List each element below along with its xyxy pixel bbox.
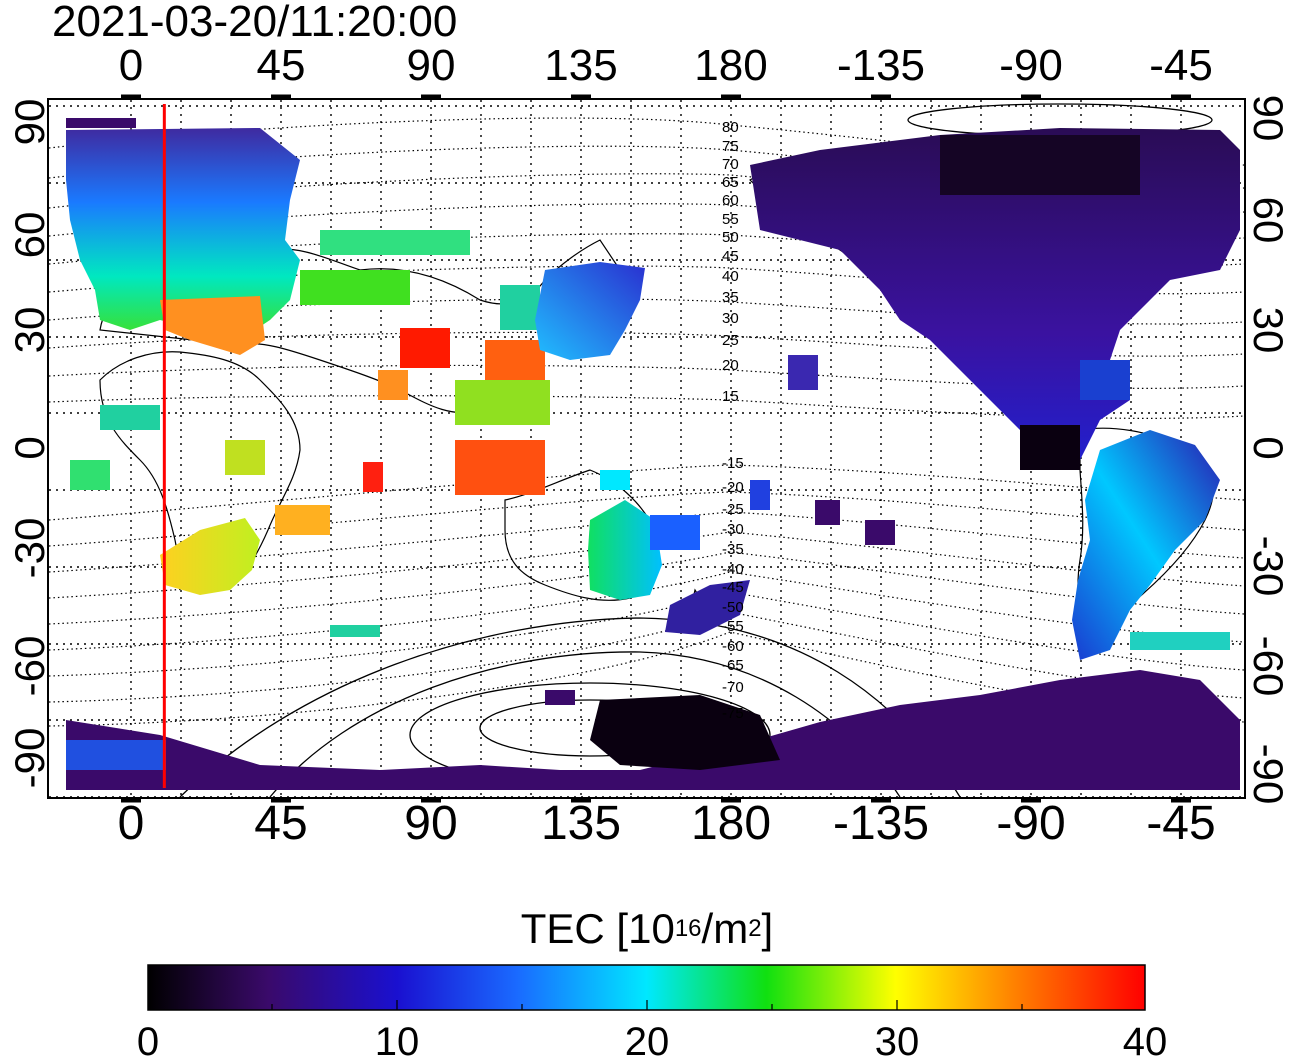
colorbar-tick-label: 30 (874, 1020, 920, 1064)
mlat-label: -70 (722, 679, 744, 696)
tec-patch (70, 460, 110, 490)
lon-tick-top: 180 (694, 41, 768, 90)
tec-patch (788, 355, 818, 390)
mlat-label: -15 (722, 455, 744, 472)
lon-tick-top: -90 (999, 41, 1063, 90)
tec-patch-antarctica (66, 670, 1240, 790)
mlat-label: -25 (722, 501, 744, 518)
mlat-label: -35 (722, 541, 744, 558)
lon-tick-top: 45 (256, 41, 306, 90)
mlat-label: 50 (722, 229, 739, 246)
colorbar-title: TEC [1016/m2] (0, 904, 1294, 954)
mlat-label: 65 (722, 174, 739, 191)
tec-patch-japan (535, 262, 645, 360)
colorbar-title-exponent: 16 (674, 915, 702, 942)
tec-patch-australia (588, 500, 662, 600)
tec-patch (275, 505, 330, 535)
mlat-label: 70 (722, 156, 739, 173)
tec-patch (650, 515, 700, 550)
tec-patch (455, 440, 545, 495)
tec-patch (1130, 632, 1230, 650)
tec-patch (400, 328, 450, 368)
tec-patch (378, 370, 408, 400)
tec-patch (600, 470, 630, 490)
mlat-label: -40 (722, 561, 744, 578)
lon-tick-bottom: -90 (996, 797, 1066, 850)
tec-patch-mediterranean (160, 296, 265, 355)
mlat-label: -45 (722, 579, 744, 596)
colorbar-ticks (271, 1000, 1023, 1010)
tec-patch-nz (665, 580, 750, 635)
colorbar-title-unit: /m (701, 905, 749, 952)
tec-patch (300, 270, 410, 305)
mlat-label: 15 (722, 388, 739, 405)
lon-tick-bottom: 0 (117, 797, 145, 850)
lon-tick-top: 135 (544, 41, 618, 90)
mlat-labels: 80 75 70 65 60 55 50 45 40 35 30 25 20 1… (722, 119, 744, 722)
lon-tick-bottom: 90 (404, 797, 458, 850)
tec-patch (66, 118, 136, 128)
tec-patch (1080, 360, 1130, 400)
tec-patch (545, 690, 575, 705)
tec-patch (66, 740, 166, 770)
tec-patch (485, 340, 545, 380)
mlat-label: -30 (722, 521, 744, 538)
tec-patch-south-africa (160, 518, 260, 595)
mlat-label: -55 (722, 618, 744, 635)
tec-patch (815, 500, 840, 525)
mlat-label: 45 (722, 248, 739, 265)
tec-patch (330, 625, 380, 637)
lon-tick-bottom: -45 (1146, 797, 1216, 850)
tec-patch (940, 135, 1140, 195)
colorbar-tick-label: 40 (1122, 1020, 1168, 1064)
tec-patch (1020, 425, 1080, 470)
mlat-label: 75 (722, 138, 739, 155)
mlat-label: -65 (722, 657, 744, 674)
timestamp-title: 2021-03-20/11:20:00 (52, 0, 458, 46)
lon-tick-bottom: 45 (254, 797, 308, 850)
tec-patch (455, 380, 550, 425)
lon-tick-bottom: 135 (540, 797, 622, 850)
tec-patch (225, 440, 265, 475)
colorbar-title-suffix: ] (761, 905, 774, 952)
mlat-label: 25 (722, 332, 739, 349)
lon-tick-bottom: -135 (832, 797, 930, 850)
tec-patch (100, 405, 160, 430)
colorbar-tick-label: 10 (374, 1020, 420, 1064)
colorbar-title-prefix: TEC [10 (520, 905, 675, 952)
mlat-label: 60 (722, 192, 739, 209)
lon-tick-bottom: 180 (690, 797, 772, 850)
colorbar-tick-label: 20 (624, 1020, 670, 1064)
lon-tick-top: 90 (406, 41, 456, 90)
lon-tick-top: 0 (118, 41, 144, 90)
mlat-label: 80 (722, 119, 739, 136)
mlat-label: -75 (722, 705, 744, 722)
tec-patch-europe (66, 128, 300, 340)
mlat-label: 35 (722, 289, 739, 306)
tec-patch-south-america (1072, 430, 1220, 660)
mlat-label: -60 (722, 638, 744, 655)
lon-tick-top: -135 (836, 41, 926, 90)
mlat-label: 20 (722, 357, 739, 374)
tec-patch (320, 230, 470, 255)
mlat-label: -20 (722, 479, 744, 496)
colorbar-tick-label: 0 (136, 1020, 160, 1064)
tec-patch (865, 520, 895, 545)
tec-patch-antarctica-dark (590, 695, 780, 770)
colorbar-title-exponent2: 2 (748, 915, 762, 942)
tec-data-patches (66, 118, 1240, 790)
tec-patch (750, 480, 770, 510)
mlat-label: 40 (722, 268, 739, 285)
tec-patch (363, 462, 383, 492)
mlat-label: 30 (722, 310, 739, 327)
mlat-label: -50 (722, 599, 744, 616)
tec-patch (500, 285, 540, 330)
lon-tick-top: -45 (1149, 41, 1213, 90)
mlat-label: 55 (722, 211, 739, 228)
